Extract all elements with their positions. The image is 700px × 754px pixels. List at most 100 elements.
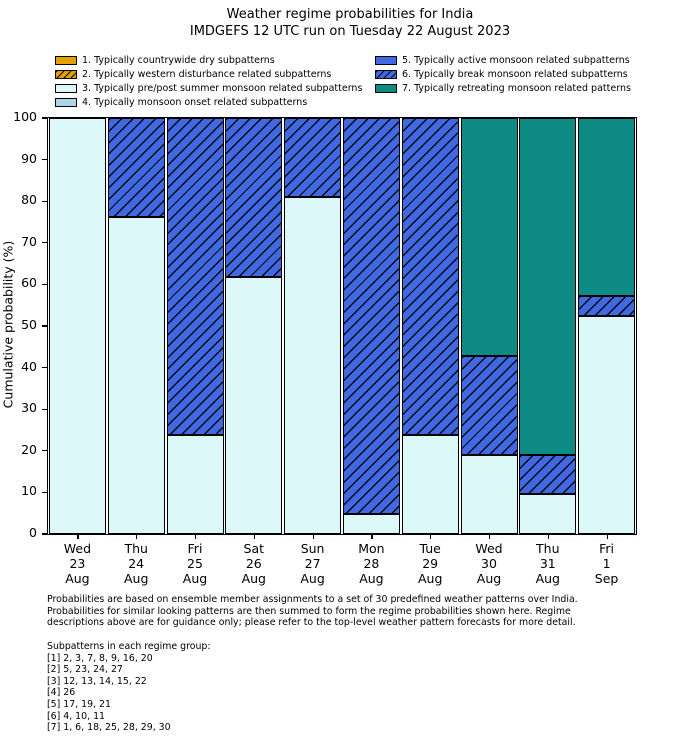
legend-column-right: 5. Typically active monsoon related subp… (375, 53, 631, 96)
bar-wed-30-aug-segment-series1 (460, 454, 518, 534)
legend-swatch-7 (375, 83, 397, 93)
y-tick-label-30: 30 (21, 400, 37, 416)
x-tick-label-line: Sun (300, 541, 325, 556)
subpattern-group-7: [7] 1, 6, 18, 25, 28, 29, 30 (47, 722, 171, 734)
bar-sun-27-aug-segment-series2 (284, 118, 342, 198)
x-tick-label-line: Mon (358, 541, 385, 556)
chart-title: Weather regime probabilities for India (226, 7, 474, 22)
y-tick-label-40: 40 (21, 358, 37, 374)
x-tick-label-mon-28-aug: Mon 28 Aug (342, 541, 401, 586)
y-tick-mark (42, 491, 47, 493)
bar-thu-31-aug-segment-series2 (519, 454, 577, 495)
x-tick-mark (547, 534, 549, 539)
legend-label-6: 6. Typically break monsoon related subpa… (402, 68, 628, 80)
x-tick-label-line: Wed (475, 541, 503, 556)
subpattern-group-2: [2] 5, 23, 24, 27 (47, 664, 123, 676)
x-tick-mark (489, 534, 491, 539)
x-tick-label-line: Aug (417, 570, 443, 586)
legend-swatch-6-hatched (375, 69, 397, 79)
bar-sat-26-aug-segment-series1 (225, 276, 283, 534)
footnote-text: Probabilities are based on ensemble memb… (47, 594, 578, 629)
bar-fri-1-sep-segment-series2 (578, 296, 636, 317)
bar-thu-31-aug-segment-series1 (519, 494, 577, 534)
x-tick-label-line: Aug (241, 570, 266, 586)
legend-column-left: 1. Typically countrywide dry subpatterns… (55, 53, 362, 110)
x-tick-label-fri-1-sep: Fri 1 Sep (577, 541, 636, 586)
legend-item-6: 6. Typically break monsoon related subpa… (375, 67, 631, 81)
x-tick-mark (77, 534, 79, 539)
y-tick-label-80: 80 (21, 192, 37, 208)
legend-item-5: 5. Typically active monsoon related subp… (375, 53, 631, 67)
bar-fri-25-aug-segment-series2 (166, 118, 224, 435)
y-tick-mark (42, 200, 47, 202)
legend-swatch-1 (55, 55, 77, 65)
x-tick-label-line: 29 (422, 555, 439, 571)
plot-area: Wed 23 Aug Thu 24 Aug Fri 25 Aug Sat 26 Aug Sun 27 Aug… (42, 117, 637, 585)
legend-item-3: 3. Typically pre/post summer monsoon rel… (55, 81, 362, 95)
bar-fri-1-sep-segment-series3 (578, 118, 636, 297)
x-tick-label-line: 31 (539, 555, 556, 571)
bar-thu-24-aug-segment-series1 (107, 217, 165, 534)
y-tick-label-90: 90 (21, 150, 37, 166)
y-tick-label-0: 0 (29, 525, 37, 540)
legend-swatch-5 (375, 55, 397, 65)
x-tick-mark (136, 534, 138, 539)
subpattern-group-4: [4] 26 (47, 687, 76, 699)
bar-thu-24-aug-segment-series2 (107, 118, 165, 218)
footnote-line: Probabilities are based on ensemble memb… (47, 594, 578, 605)
legend-label-7: 7. Typically retreating monsoon related … (402, 82, 631, 94)
y-tick-mark (42, 283, 47, 285)
bar-tue-29-aug-segment-series1 (401, 435, 459, 534)
subpattern-group-6: [6] 4, 10, 11 (47, 710, 106, 722)
x-tick-label-line: 30 (481, 555, 497, 571)
x-tick-label-line: Fri (599, 541, 615, 556)
x-tick-label-sun-27-aug: Sun 27 Aug (283, 541, 342, 586)
x-tick-label-line: Aug (182, 570, 208, 586)
y-tick-mark (42, 325, 47, 327)
x-tick-label-line: Tue (419, 541, 441, 556)
x-tick-mark (606, 534, 608, 539)
legend-label-1: 1. Typically countrywide dry subpatterns (82, 54, 275, 66)
legend-item-7: 7. Typically retreating monsoon related … (375, 81, 631, 95)
x-tick-label-line: 28 (363, 555, 380, 571)
x-tick-mark (312, 534, 314, 539)
subpattern-group-1: [1] 2, 3, 7, 8, 9, 16, 20 (47, 652, 153, 664)
x-tick-label-line: Thu (124, 541, 148, 556)
bar-sun-27-aug-segment-series1 (284, 197, 342, 534)
x-tick-label-line: Aug (476, 570, 502, 586)
y-tick-mark (42, 408, 47, 410)
bar-fri-25-aug-segment-series1 (166, 435, 224, 534)
legend-item-2: 2. Typically western disturbance related… (55, 67, 362, 81)
x-tick-label-tue-29-aug: Tue 29 Aug (401, 541, 460, 586)
y-tick-label-70: 70 (21, 233, 37, 249)
x-tick-label-thu-31-aug: Thu 31 Aug (518, 541, 577, 586)
x-tick-label-line: 27 (304, 555, 321, 571)
y-tick-label-60: 60 (21, 275, 37, 291)
chart-title-block: Weather regime probabilities for India I… (0, 6, 700, 40)
y-tick-mark (42, 367, 47, 369)
legend-swatch-2-hatched (55, 69, 77, 79)
x-tick-label-line: Sat (243, 541, 265, 556)
bar-wed-23-aug-segment-series1 (48, 118, 106, 534)
x-tick-label-line: Aug (300, 570, 325, 586)
x-tick-label-line: Thu (536, 541, 560, 556)
x-tick-label-line: 23 (69, 555, 86, 571)
x-tick-label-fri-25-aug: Fri 25 Aug (166, 541, 225, 586)
x-tick-label-line: 26 (245, 555, 262, 571)
subpattern-group-3: [3] 12, 13, 14, 15, 22 (47, 675, 147, 687)
x-tick-label-wed-30-aug: Wed 30 Aug (460, 541, 519, 586)
y-tick-mark (42, 242, 47, 244)
x-tick-mark (430, 534, 432, 539)
footnote-line: Probabilities for similar looking patter… (47, 605, 571, 617)
legend-label-4: 4. Typically monsoon onset related subpa… (82, 97, 308, 109)
bar-sat-26-aug-segment-series2 (225, 118, 283, 277)
x-tick-label-line: 24 (128, 555, 145, 571)
footnote-line: descriptions above are for guidance only… (47, 617, 576, 629)
x-tick-label-line: Aug (65, 570, 90, 586)
x-tick-label-line: Fri (187, 541, 203, 556)
x-tick-label-line: Wed (63, 541, 92, 556)
y-tick-label-100: 100 (13, 109, 37, 124)
x-tick-label-wed-23-aug: Wed 23 Aug (48, 541, 107, 586)
legend-label-3: 3. Typically pre/post summer monsoon rel… (82, 82, 363, 94)
bar-wed-30-aug-segment-series2 (460, 355, 518, 455)
